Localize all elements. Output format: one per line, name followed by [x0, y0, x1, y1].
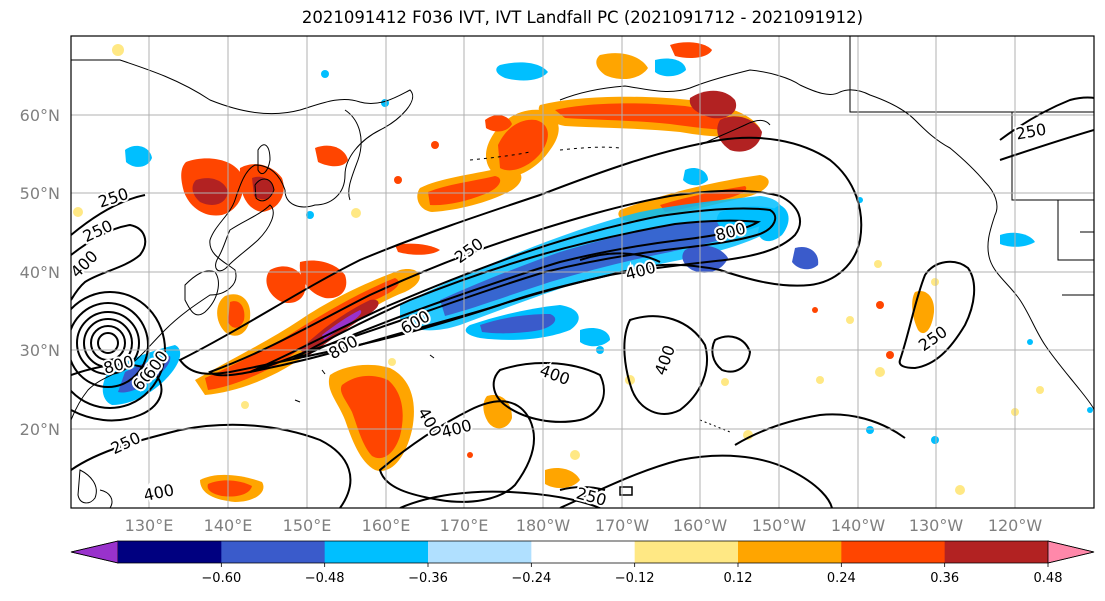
lat-label: 20°N [20, 420, 60, 439]
chart-title: 2021091412 F036 IVT, IVT Landfall PC (20… [301, 8, 864, 27]
colorbar-tick-label: −0.48 [305, 571, 345, 586]
lat-label: 40°N [20, 263, 60, 282]
colorbar-outline [70, 540, 1095, 564]
lon-label: 160°E [362, 516, 411, 535]
colorbar-tick-label: 0.36 [930, 571, 959, 586]
colorbar: −0.60 −0.48 −0.36 −0.24 −0.12 0.12 0.24 0.36 0.4… [70, 540, 1095, 586]
ivt-contours [71, 96, 1094, 508]
lon-label: 140°W [831, 516, 886, 535]
colorbar-tick-label: −0.36 [408, 571, 448, 586]
colorbar-segment [531, 541, 636, 563]
lon-label: 170°E [440, 516, 489, 535]
lat-label: 30°N [20, 341, 60, 360]
colorbar-tick-label: 0.24 [827, 571, 856, 586]
colorbar-segment [324, 541, 429, 563]
lat-label: 50°N [20, 184, 60, 203]
colorbar-segment [944, 541, 1049, 563]
lon-label: 150°E [283, 516, 332, 535]
pc-shading [73, 42, 1093, 502]
longitude-labels: 130°E 140°E 150°E 160°E 170°E 180°W 170°… [125, 516, 1043, 535]
lon-label: 180°W [516, 516, 571, 535]
colorbar-tick-label: 0.12 [724, 571, 753, 586]
lon-label: 130°E [125, 516, 174, 535]
colorbar-tick-label: 0.48 [1034, 571, 1063, 586]
lon-label: 160°W [673, 516, 728, 535]
colorbar-tick-label: −0.60 [201, 571, 241, 586]
graticule [71, 36, 1094, 508]
colorbar-tick-label: −0.24 [511, 571, 551, 586]
colorbar-segment [428, 541, 532, 563]
colorbar-segment [738, 541, 842, 563]
lon-label: 150°W [752, 516, 807, 535]
colorbar-extend-right [1047, 540, 1095, 564]
colorbar-segment [118, 541, 222, 563]
colorbar-segment [634, 541, 739, 563]
latitude-labels: 60°N 50°N 40°N 30°N 20°N [20, 106, 60, 439]
lon-label: 130°W [909, 516, 964, 535]
coastlines [71, 36, 1094, 508]
lat-label: 60°N [20, 106, 60, 125]
map-border [70, 35, 1095, 509]
colorbar-extend-left [70, 540, 119, 564]
lon-label: 120°W [988, 516, 1043, 535]
colorbar-segment [221, 541, 326, 563]
lon-label: 140°E [204, 516, 253, 535]
colorbar-segment [841, 541, 946, 563]
lon-label: 170°W [595, 516, 650, 535]
colorbar-tick-label: −0.12 [615, 571, 655, 586]
